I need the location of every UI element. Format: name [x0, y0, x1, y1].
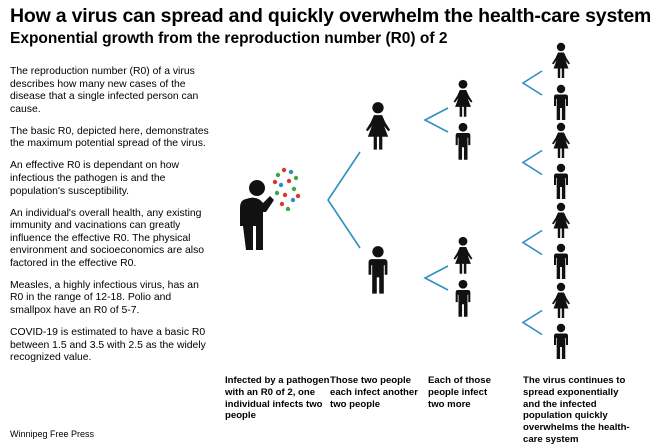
woman-icon: [365, 102, 391, 150]
paragraph-basic-r0: The basic R0, depicted here, demonstrate…: [10, 125, 209, 150]
source-credit: Winnipeg Free Press: [10, 429, 95, 439]
germ-particle-icon: [286, 178, 292, 184]
caption-generation-4: The virus continues to spread exponentia…: [523, 375, 630, 445]
paragraph-effective-r0: An effective R0 is dependant on how infe…: [10, 160, 180, 197]
man-icon: [554, 84, 568, 120]
man-icon: [554, 163, 568, 199]
branch-bracket-gen1: [327, 151, 361, 249]
branch-bracket-gen2: [423, 265, 449, 291]
germ-particle-icon: [282, 192, 288, 198]
germ-particle-icon: [275, 172, 281, 178]
woman-icon: [552, 42, 570, 78]
branch-bracket-gen3: [521, 229, 543, 256]
paragraph-covid: COVID-19 is estimated to have a basic R0…: [10, 327, 206, 364]
branch-bracket-gen3: [521, 309, 543, 336]
germ-particle-icon: [281, 167, 287, 173]
man-icon: [554, 243, 568, 279]
woman-icon: [453, 79, 473, 117]
caption-generation-2: Those two people each infect another two…: [330, 375, 418, 410]
man-icon: [554, 323, 568, 359]
paragraph-r0-definition: The reproduction number (R0) of a virus …: [10, 66, 199, 115]
paragraph-health-factors: An individual's overall health, any exis…: [10, 207, 205, 269]
caption-generation-3: Each of those people infect two more: [428, 375, 491, 410]
woman-icon: [552, 202, 570, 238]
woman-icon: [552, 122, 570, 158]
page-title: How a virus can spread and quickly overw…: [10, 5, 650, 27]
germ-particle-icon: [293, 175, 299, 181]
caption-generation-1: Infected by a pathogen with an R0 of 2, …: [225, 375, 330, 422]
page-subtitle: Exponential growth from the reproduction…: [10, 30, 448, 47]
explanation-text: The reproduction number (R0) of a virus …: [10, 66, 215, 374]
germ-particle-icon: [279, 201, 285, 207]
man-icon: [368, 246, 388, 294]
woman-icon: [453, 236, 473, 274]
man-icon: [455, 279, 471, 317]
branch-bracket-gen3: [521, 70, 543, 96]
branch-bracket-gen2: [423, 107, 449, 133]
paragraph-measles: Measles, a highly infectious virus, has …: [10, 279, 199, 317]
germ-particle-icon: [274, 190, 280, 196]
germ-particle-icon: [290, 197, 296, 203]
branch-bracket-gen3: [521, 149, 543, 176]
germ-particle-icon: [288, 169, 294, 175]
man-icon: [455, 122, 471, 160]
woman-icon: [552, 282, 570, 318]
germ-particle-icon: [295, 193, 301, 199]
germ-particle-icon: [278, 182, 284, 188]
germ-particle-icon: [291, 186, 297, 192]
germ-particle-icon: [272, 179, 278, 185]
germ-particle-icon: [285, 206, 291, 212]
coughing-person-icon: [240, 180, 274, 250]
